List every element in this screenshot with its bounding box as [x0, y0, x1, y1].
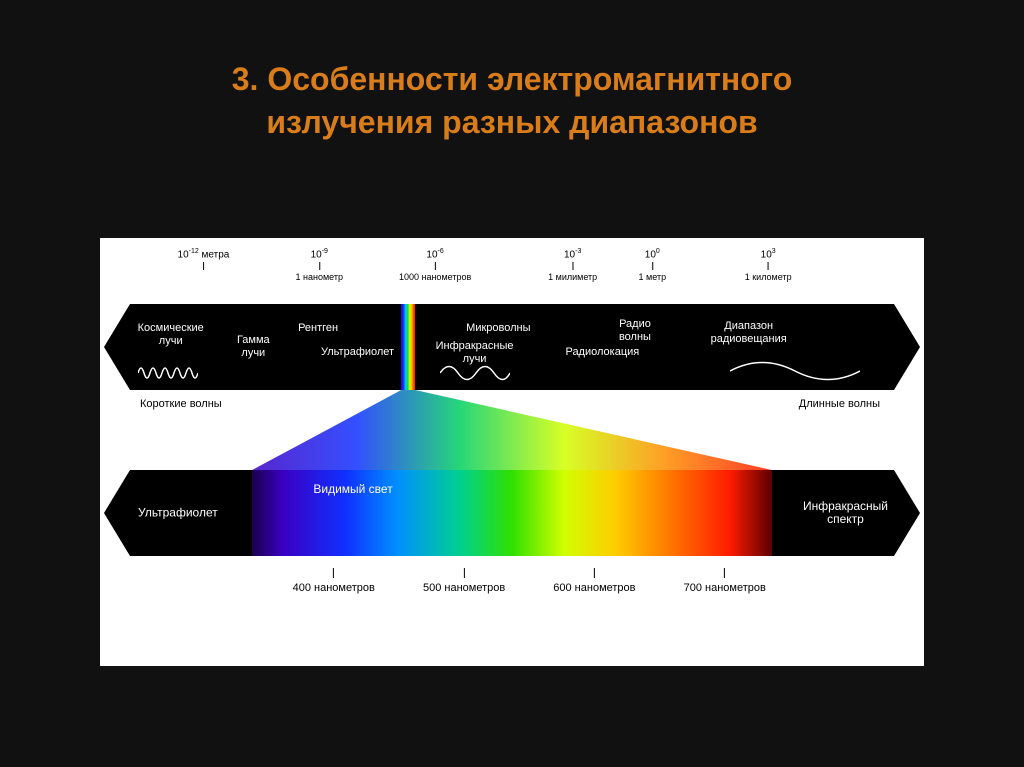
em-band-label: Ультрафиолет — [321, 346, 394, 359]
bottom-nm-scale: 400 нанометров 500 нанометров 600 нанометр… — [160, 568, 884, 608]
slide-title: 3. Особенности электромагнитного излучен… — [0, 0, 1024, 144]
top-tick: 10-91 нанометр — [296, 248, 343, 282]
top-wavelength-scale: 10-12 метра 10-91 нанометр 10-61000 наноме… — [160, 248, 884, 298]
long-waves-label: Длинные волны — [799, 398, 880, 410]
bottom-tick: 400 нанометров — [293, 568, 375, 594]
visible-light-bar: Ультрафиолет Инфракрасныйспектр Видимый … — [130, 470, 894, 556]
em-spectrum-bar: Космическиелучи Гаммалучи Рентген Ультрафио… — [130, 304, 894, 390]
title-line-2: излучения разных диапазонов — [266, 104, 757, 140]
top-tick: 1001 метр — [639, 248, 667, 282]
em-band-label: Космическиелучи — [138, 322, 204, 347]
bottom-tick: 600 нанометров — [553, 568, 635, 594]
visible-light-label: Видимый свет — [313, 482, 392, 496]
ir-label: Инфракрасныйспектр — [803, 500, 888, 526]
em-band-label: Рентген — [298, 322, 338, 335]
title-line-1: 3. Особенности электромагнитного — [232, 61, 793, 97]
em-band-label: Радиоволны — [619, 318, 651, 343]
long-wave-icon — [730, 358, 860, 384]
top-tick: 10-12 метра — [178, 248, 230, 270]
em-band-label: Инфракрасныелучи — [436, 340, 514, 365]
short-wave-icon — [138, 362, 198, 384]
top-tick: 1031 километр — [745, 248, 792, 282]
em-band-label: Микроволны — [466, 322, 530, 335]
mid-wave-icon — [440, 362, 510, 384]
em-band-label: Гаммалучи — [237, 334, 270, 359]
em-band-label: Диапазонрадиовещания — [711, 320, 787, 345]
bottom-tick: 500 нанометров — [423, 568, 505, 594]
uv-label: Ультрафиолет — [138, 506, 218, 519]
short-waves-label: Короткие волны — [140, 398, 222, 410]
visible-light-sliver — [401, 304, 415, 390]
top-tick: 10-31 милиметр — [548, 248, 597, 282]
top-tick: 10-61000 нанометров — [399, 248, 471, 282]
bottom-tick: 700 нанометров — [684, 568, 766, 594]
diagram-panel: 10-12 метра 10-91 нанометр 10-61000 наноме… — [100, 238, 924, 666]
em-band-label: Радиолокация — [565, 346, 639, 359]
